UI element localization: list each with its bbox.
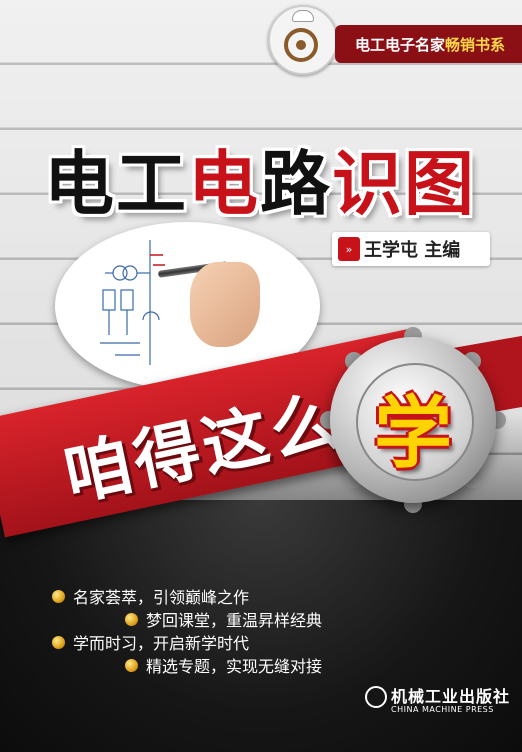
title-part1: 电工 [44,143,188,225]
title-part2: 电 [188,143,260,225]
bullet-text: 名家荟萃，引领巅峰之作 [73,588,250,607]
gold-dot-icon [125,658,138,672]
publisher-name-en: CHINA MACHINE PRESS [391,705,494,714]
dark-background [0,500,522,752]
ship-wheel-icon [284,28,318,62]
bullet-text: 精选专题，实现无缝对接 [146,657,323,676]
bullet-text: 梦回课堂，重温昇样经典 [146,611,323,630]
gold-dot-icon [52,635,65,649]
bullet-text: 学而时习，开启新学时代 [73,634,250,653]
badge-character: 学 [373,389,452,479]
cap-inner [356,363,474,481]
publisher-name-cn: 机械工业出版社 [391,687,511,706]
series-highlight: 畅销书系 [445,35,506,54]
title-part4: 识图 [332,143,476,225]
hand-illustration [190,262,260,347]
book-title: 电工电路识图 [20,128,500,229]
author-tag: » 王学屯 主编 [332,232,490,266]
series-prefix: 电工电子名家 [355,35,446,54]
bullet-item: 名家荟萃，引领巅峰之作 [52,584,249,608]
bullet-item: 精选专题，实现无缝对接 [125,653,322,677]
author-name: 王学屯 主编 [364,240,461,261]
bullet-item: 梦回课堂，重温昇样经典 [125,607,322,631]
series-logo [268,5,338,75]
gold-dot-icon [125,612,138,626]
publisher-logo-icon [365,686,387,708]
sailor-cap-icon [292,10,314,22]
title-part3: 路 [260,143,332,225]
gold-dot-icon [52,589,65,603]
author-mark-icon: » [338,237,360,261]
circuit-diagram-icon [100,240,165,365]
bottle-cap-badge: 学 [318,325,508,515]
bullet-item: 学而时习，开启新学时代 [52,630,249,654]
series-banner: 电工电子名家 畅销书系 [335,25,522,63]
